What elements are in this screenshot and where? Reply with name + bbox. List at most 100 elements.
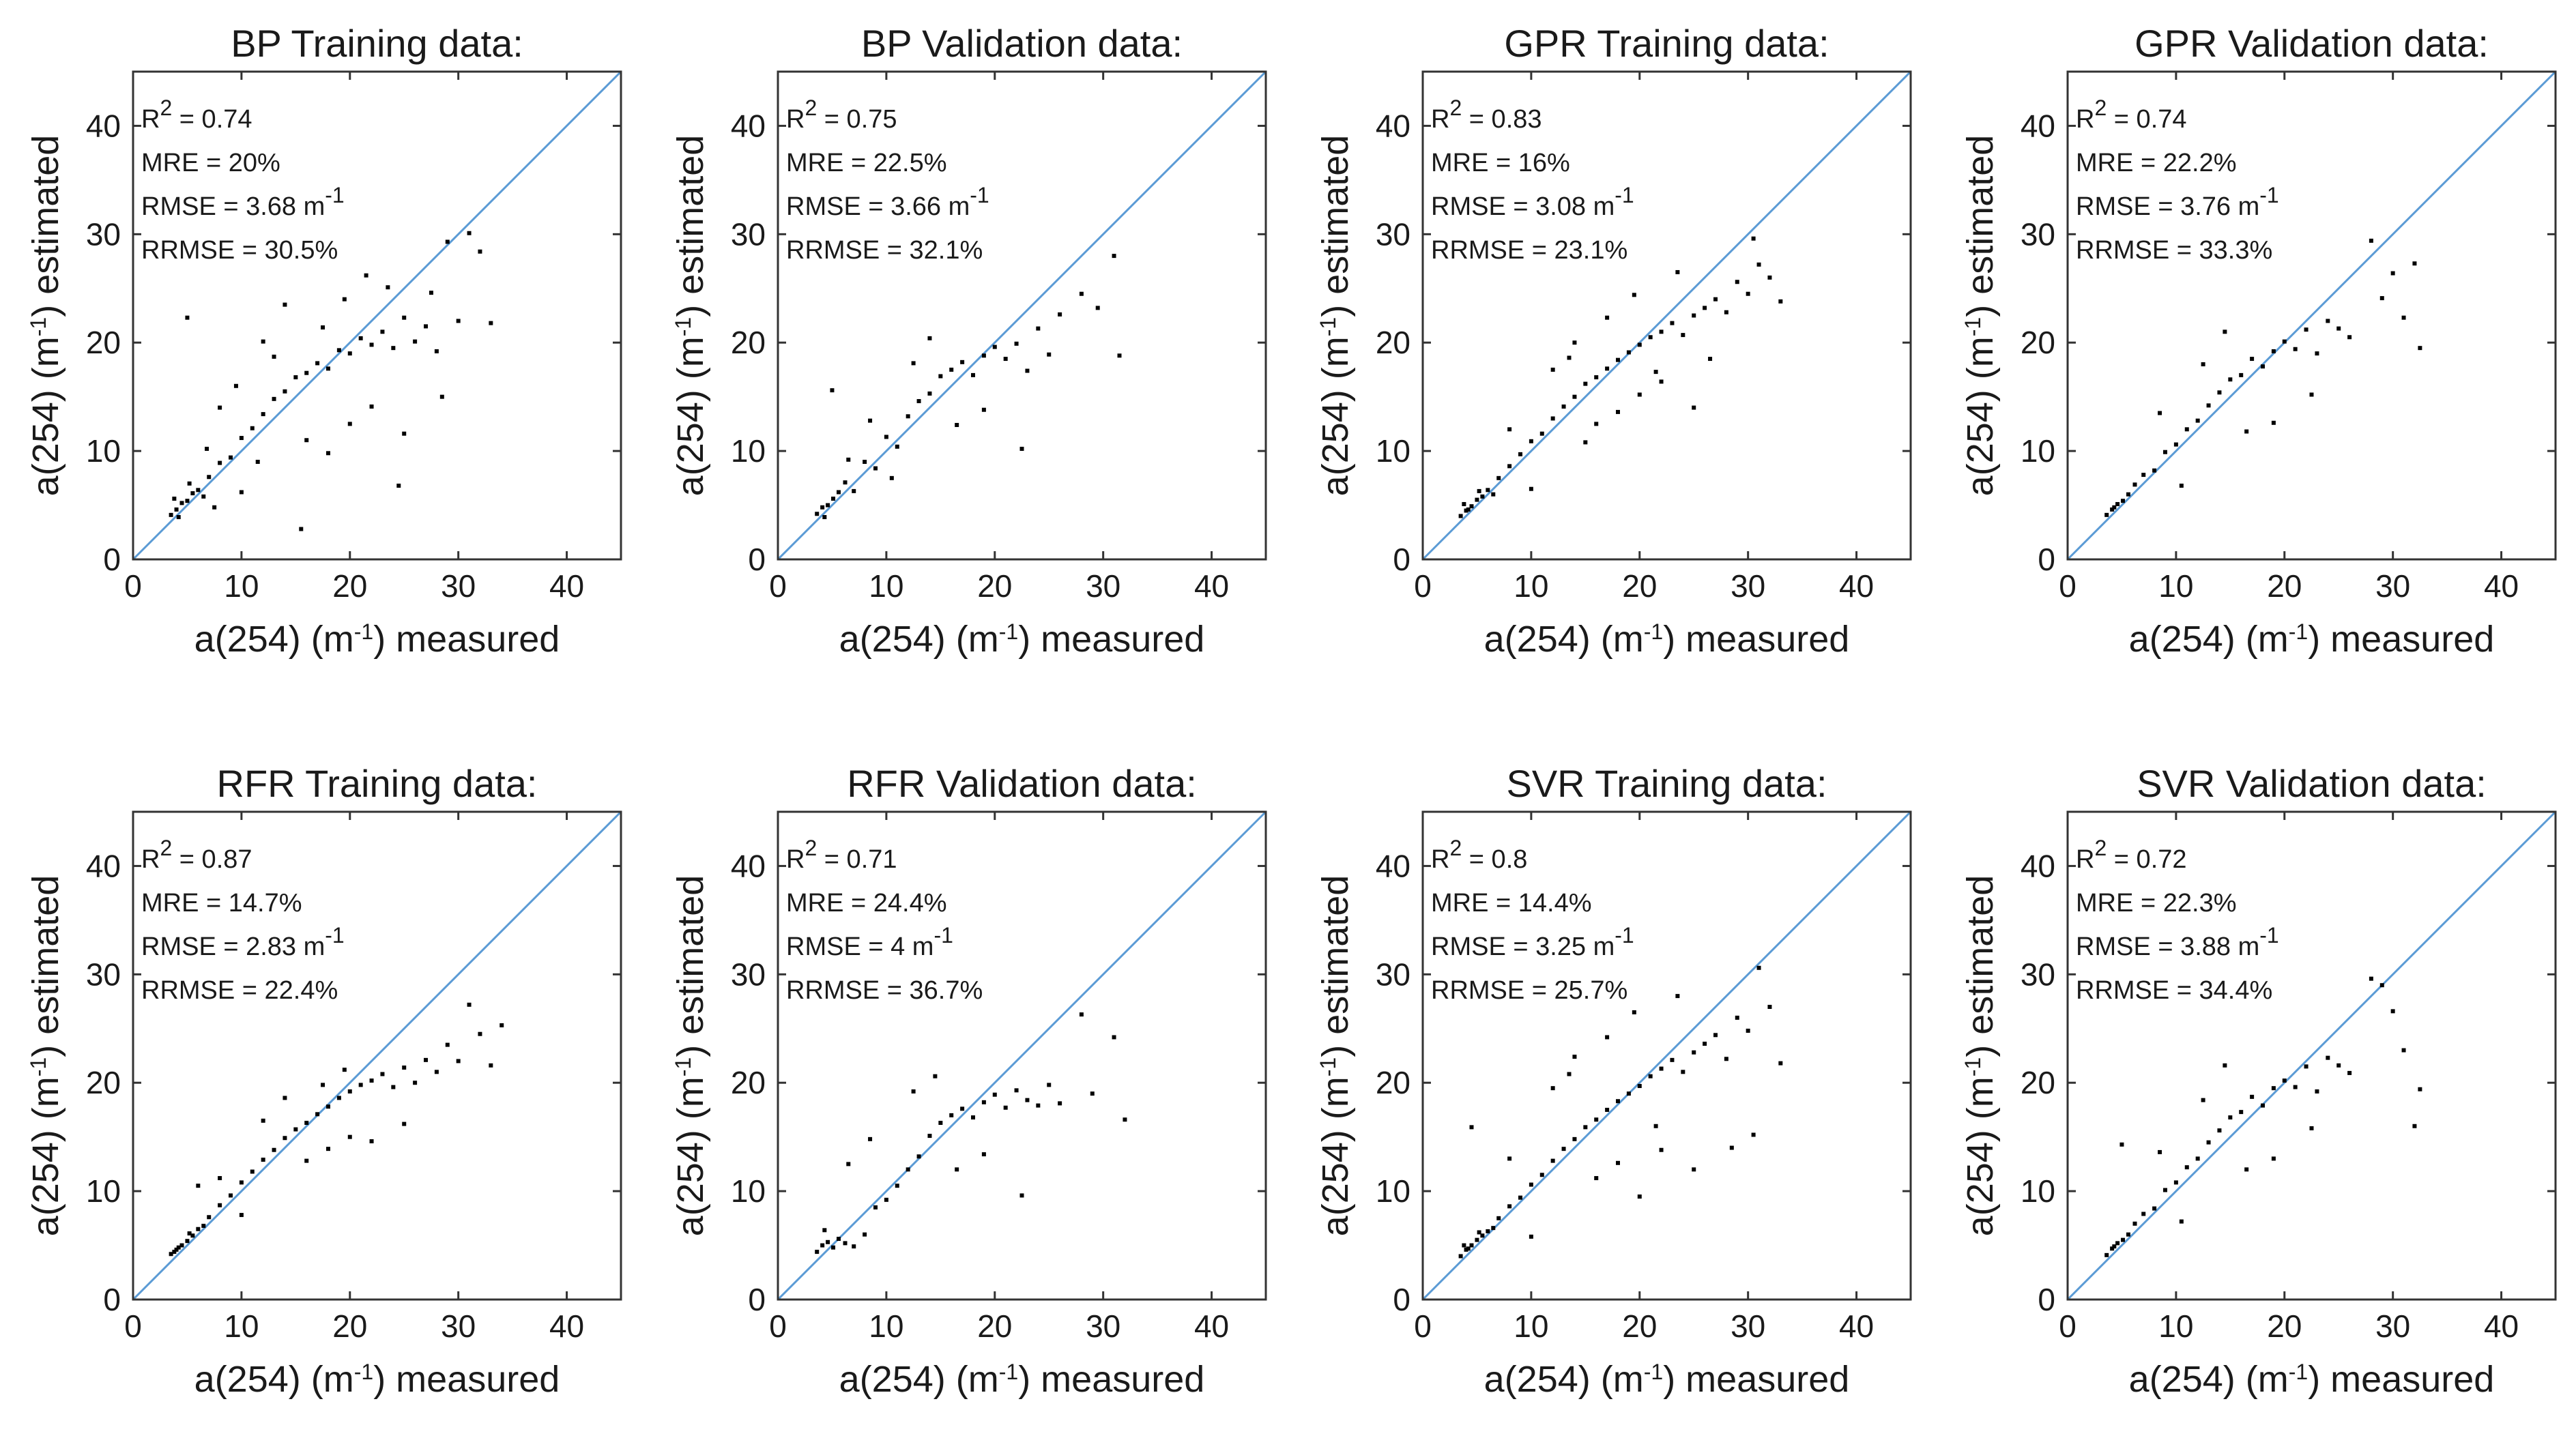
x-tick-label: 0 xyxy=(124,1308,142,1344)
plot-frame xyxy=(2066,70,2557,561)
y-tick-label: 30 xyxy=(86,216,121,252)
data-point xyxy=(239,436,244,441)
data-point xyxy=(1756,262,1761,267)
data-point xyxy=(1708,357,1713,362)
y-axis-label: a(254) (m-1) estimated xyxy=(1315,875,1356,1237)
data-point xyxy=(176,515,181,520)
y-tick-label: 30 xyxy=(1376,956,1410,992)
y-tick-label: 0 xyxy=(1393,542,1410,577)
data-point xyxy=(1539,1173,1544,1177)
data-point xyxy=(2206,1140,2211,1145)
data-point xyxy=(169,1252,173,1257)
data-point xyxy=(2132,1221,2137,1226)
y-tick-label: 10 xyxy=(1376,1173,1410,1209)
data-point xyxy=(2271,1156,2276,1161)
data-point xyxy=(911,1089,916,1094)
x-tick-label: 40 xyxy=(1194,1308,1229,1344)
data-point xyxy=(250,1169,255,1174)
y-tick-label: 10 xyxy=(731,433,766,469)
data-point xyxy=(2315,1089,2319,1094)
data-point xyxy=(2271,420,2276,425)
data-point xyxy=(402,1121,407,1126)
x-tick-label: 20 xyxy=(1622,1308,1657,1344)
data-point xyxy=(424,324,428,329)
data-point xyxy=(1507,464,1512,469)
chart-title: RFR Validation data: xyxy=(847,762,1197,805)
data-point xyxy=(863,460,867,464)
y-tick-label: 20 xyxy=(2021,1065,2055,1100)
stat-rmse: RMSE = 3.08 m-1 xyxy=(1431,183,1634,221)
data-point xyxy=(347,1134,352,1139)
data-point xyxy=(1675,269,1680,274)
y-tick-label: 40 xyxy=(2021,108,2055,143)
data-point xyxy=(1025,368,1030,373)
data-point xyxy=(1746,1028,1750,1033)
data-point xyxy=(1637,342,1642,347)
data-point xyxy=(2163,1188,2167,1192)
panel-gpr-validation: GPR Validation data: 0 10 20 30 40 0 10 20 30 40 a(… xyxy=(1960,22,2557,660)
data-point xyxy=(2336,1063,2341,1068)
data-point xyxy=(2152,468,2157,473)
data-point xyxy=(272,396,276,401)
x-tick-label: 30 xyxy=(441,568,476,604)
data-point xyxy=(187,1231,192,1236)
data-point xyxy=(1572,340,1577,345)
data-point xyxy=(369,1139,374,1144)
data-point xyxy=(1681,1070,1685,1074)
data-point xyxy=(1626,1091,1631,1096)
y-axis-label: a(254) (m-1) estimated xyxy=(670,135,711,497)
data-point xyxy=(1529,1182,1533,1187)
data-point xyxy=(2217,1128,2222,1133)
data-point xyxy=(2179,1219,2184,1224)
data-point xyxy=(955,1167,959,1172)
data-point xyxy=(2126,492,2130,497)
x-tick-label: 20 xyxy=(977,568,1012,604)
data-point xyxy=(358,1083,363,1087)
x-tick-label: 20 xyxy=(332,568,367,604)
data-point xyxy=(1767,275,1772,280)
data-point xyxy=(1692,405,1696,410)
data-point xyxy=(2173,1180,2178,1185)
data-point xyxy=(239,490,244,495)
y-tick-label: 10 xyxy=(2021,433,2055,469)
stat-rmse: RMSE = 2.83 m-1 xyxy=(141,923,345,961)
x-tick-label: 10 xyxy=(1514,1308,1548,1344)
data-point xyxy=(456,1059,461,1063)
data-point xyxy=(1605,1107,1610,1112)
stat-rmse: RMSE = 3.68 m-1 xyxy=(141,183,345,221)
data-point xyxy=(2132,482,2137,487)
data-point xyxy=(402,1065,407,1070)
data-point xyxy=(1466,1246,1471,1251)
data-point xyxy=(283,302,287,307)
data-point xyxy=(992,1092,997,1097)
data-point xyxy=(500,1023,504,1028)
data-point xyxy=(2369,238,2373,243)
data-point xyxy=(1464,508,1468,513)
data-point xyxy=(207,1215,212,1220)
y-tick-label: 20 xyxy=(731,325,766,360)
data-point xyxy=(1659,1147,1664,1152)
data-point xyxy=(304,1121,309,1126)
stat-mre: MRE = 22.2% xyxy=(2076,149,2237,177)
data-point xyxy=(1616,409,1620,414)
data-point xyxy=(2412,261,2417,266)
data-point xyxy=(396,483,401,488)
y-tick-label: 20 xyxy=(731,1065,766,1100)
data-point xyxy=(1480,1233,1485,1238)
data-point xyxy=(1583,440,1588,445)
data-point xyxy=(218,1176,222,1181)
data-point xyxy=(1616,357,1620,362)
data-point xyxy=(927,336,932,340)
data-point xyxy=(358,336,363,340)
y-tick-label: 0 xyxy=(748,1282,766,1317)
x-axis-label: a(254) (m-1) measured xyxy=(839,619,1205,660)
data-point xyxy=(1594,422,1599,426)
data-point xyxy=(172,1250,177,1254)
x-axis-label: a(254) (m-1) measured xyxy=(2129,619,2495,660)
y-tick-label: 20 xyxy=(1376,1065,1410,1100)
data-point xyxy=(2309,1126,2314,1130)
data-point xyxy=(2401,315,2406,320)
data-point xyxy=(2271,1086,2276,1091)
stat-rmse: RMSE = 3.25 m-1 xyxy=(1431,923,1634,961)
